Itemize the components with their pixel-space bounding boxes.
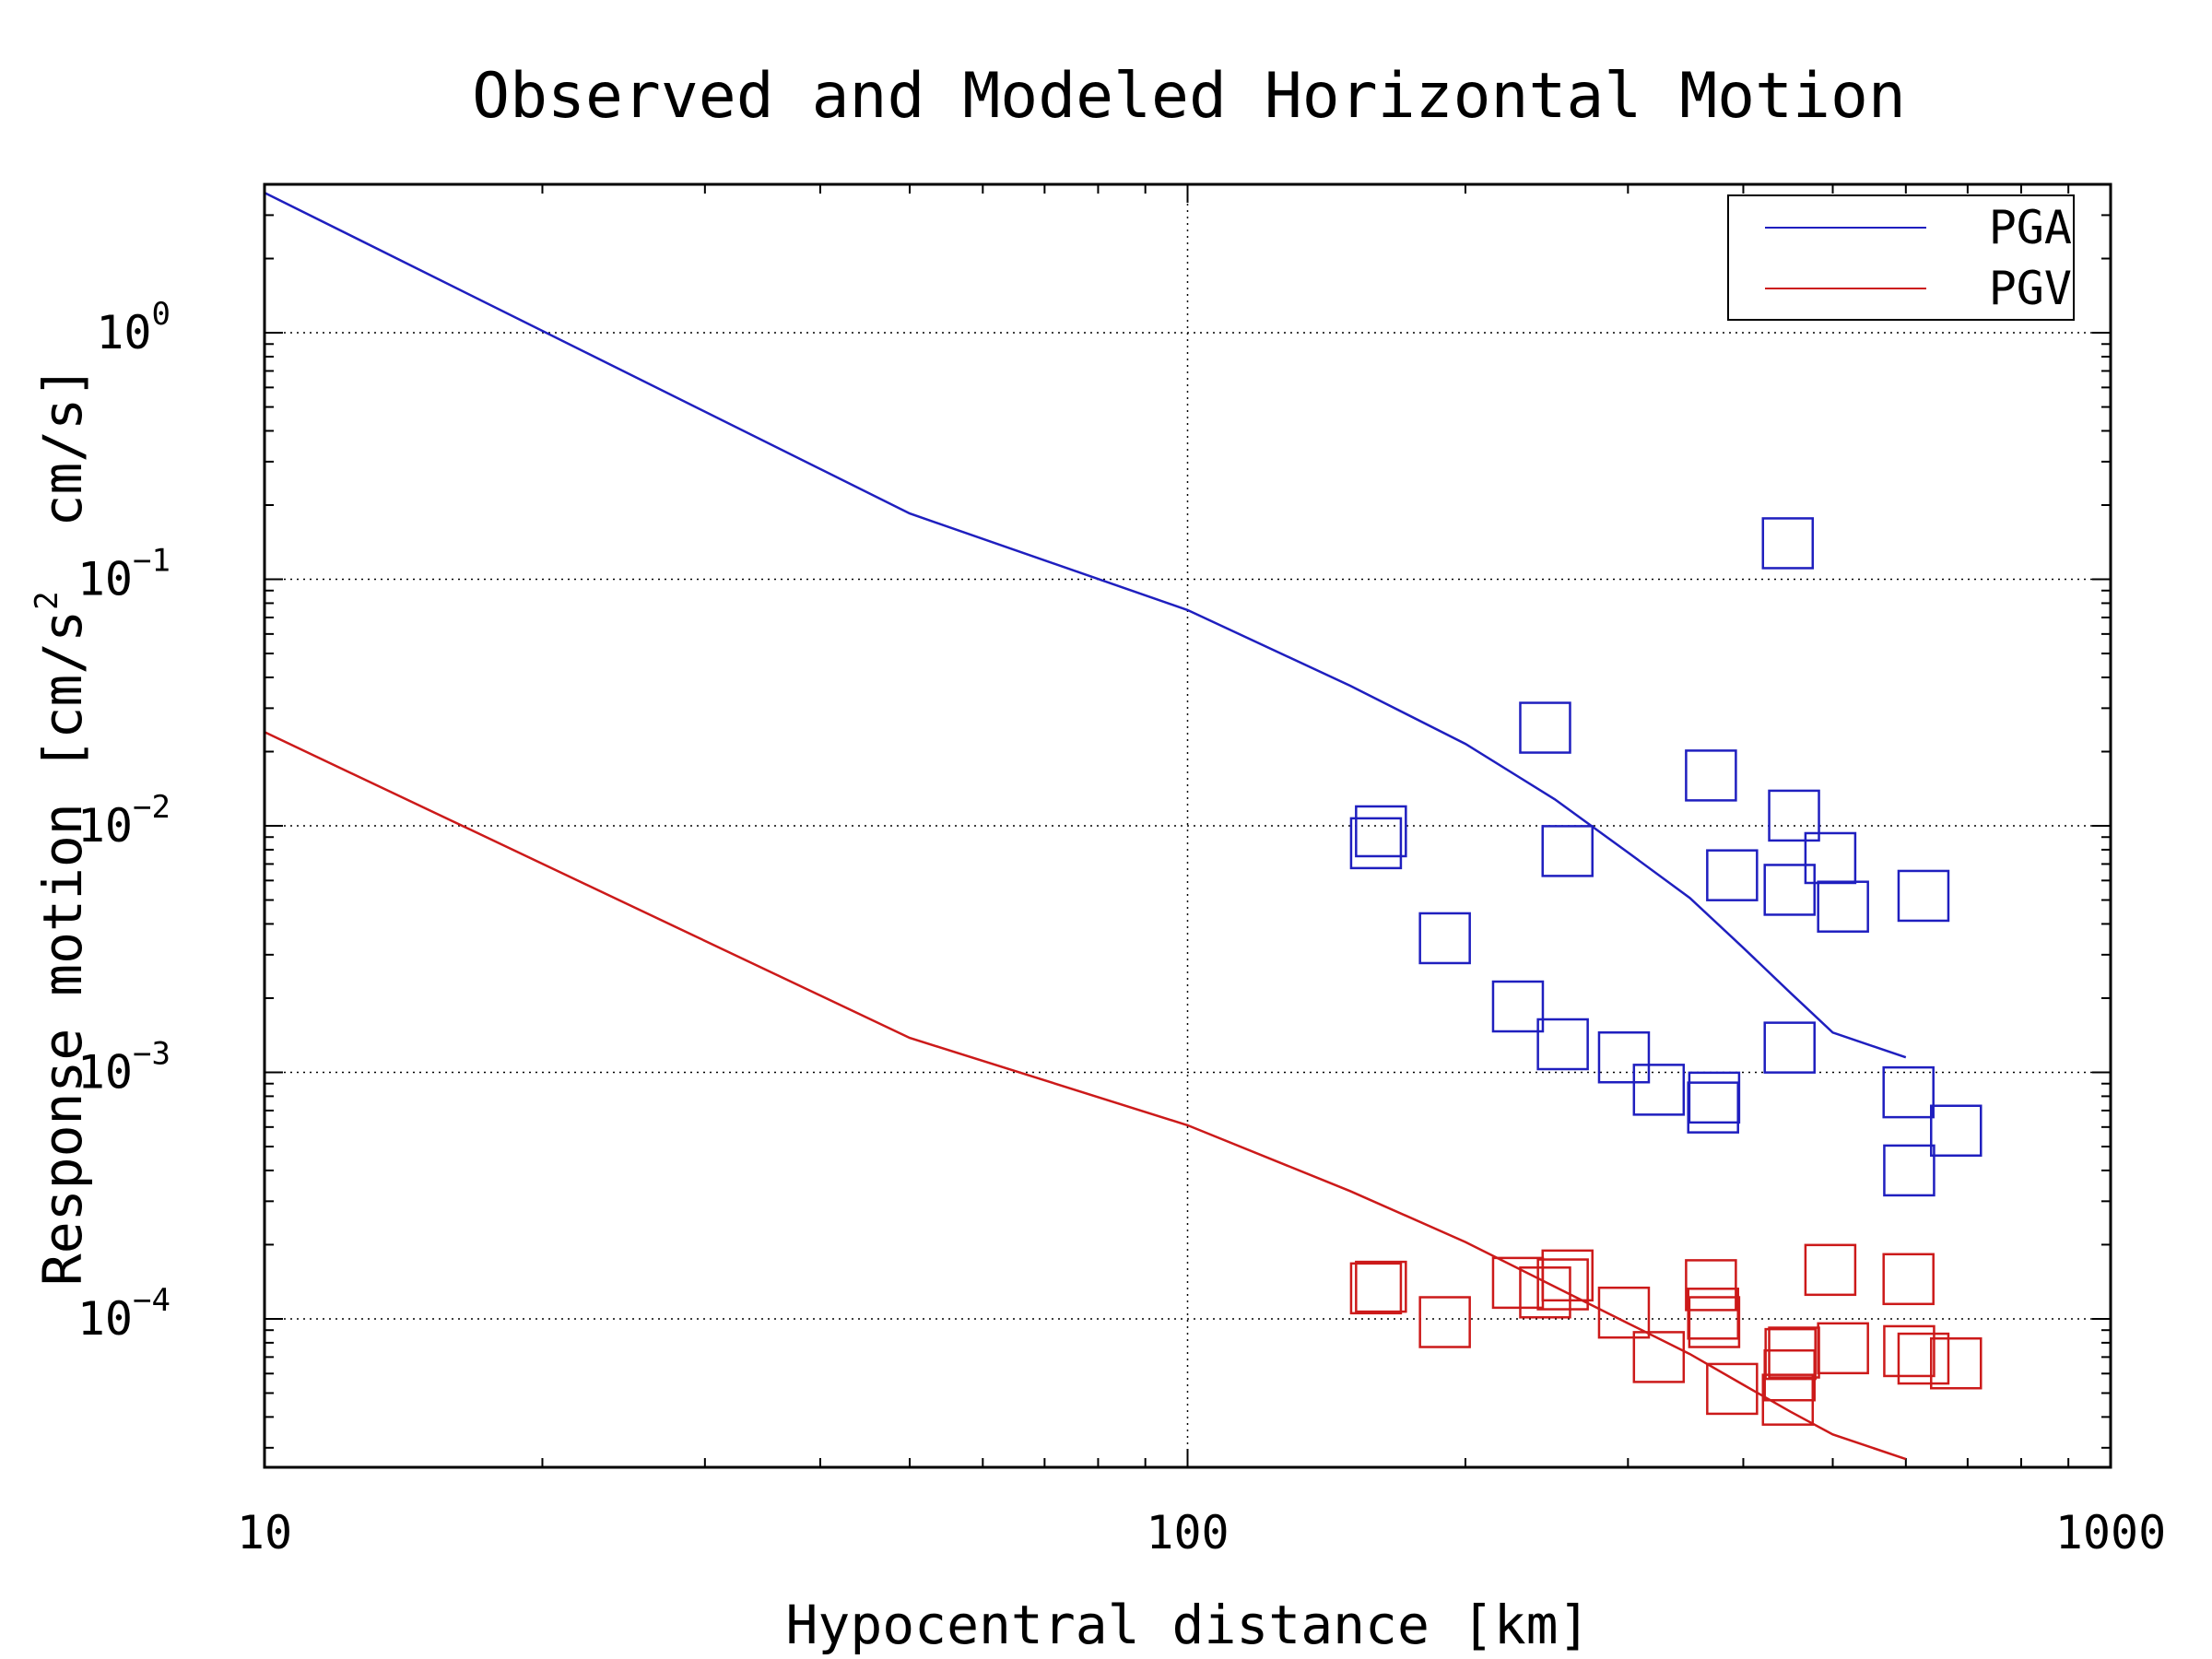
pga-observed-point: [1706, 849, 1759, 901]
pgv-observed-point: [1688, 1296, 1741, 1348]
pga-observed-point: [1418, 912, 1471, 965]
pgv-observed-point: [1541, 1249, 1594, 1302]
pgv-observed-point: [1355, 1260, 1407, 1313]
legend-label-pgv: PGV: [1989, 262, 2072, 315]
pgv-model-line: [264, 731, 1907, 1461]
y-axis-label-sup: 2: [29, 591, 65, 609]
y-tick-label: 10−1: [77, 543, 171, 606]
pgv-observed-point: [1882, 1253, 1935, 1306]
pga-observed-point: [1883, 1144, 1936, 1197]
pgv-observed-point: [1349, 1262, 1403, 1315]
y-axis-label-prefix: Response motion [cm/s: [31, 610, 94, 1286]
pgv-observed-point: [1804, 1243, 1857, 1297]
plot-frame: [263, 182, 2112, 1469]
pgv-observed-point: [1930, 1336, 1983, 1390]
pgv-observed-point: [1536, 1258, 1589, 1311]
y-tick-label-base: 10: [77, 1045, 133, 1099]
pga-observed-point: [1897, 869, 1950, 923]
pgv-observed-point: [1519, 1266, 1571, 1319]
pgv-observed-point: [1706, 1362, 1759, 1416]
y-tick-label: 100: [96, 296, 171, 359]
pga-observed-point: [1355, 805, 1407, 858]
pgv-observed-point: [1418, 1296, 1471, 1348]
pga-observed-point: [1768, 789, 1820, 842]
grid-lines: [265, 184, 2111, 1467]
pga-observed-point: [1541, 825, 1594, 877]
y-tick-label: 10−3: [77, 1035, 171, 1099]
pga-observed-point: [1519, 701, 1571, 754]
pga-observed-point: [1763, 1021, 1816, 1074]
legend-box: [1727, 194, 2075, 321]
x-axis-label: Hypocentral distance [km]: [786, 1594, 1591, 1656]
y-tick-label-exponent: −1: [133, 543, 171, 580]
x-tick-label: 1000: [2055, 1506, 2166, 1559]
y-tick-label-exponent: 0: [152, 296, 171, 333]
y-tick-label-exponent: −2: [133, 789, 171, 826]
pga-observed-point: [1632, 1064, 1686, 1116]
pga-observed-point: [1491, 980, 1545, 1033]
y-tick-label-exponent: −3: [133, 1035, 171, 1072]
pgv-observed-point: [1883, 1324, 1936, 1378]
pga-observed-point: [1536, 1018, 1589, 1071]
pga-observed-point: [1763, 864, 1816, 916]
y-tick-label: 10−2: [77, 789, 171, 853]
y-tick-label-exponent: −4: [133, 1282, 171, 1319]
legend-label-pga: PGA: [1989, 201, 2072, 254]
pga-observed-point: [1882, 1065, 1935, 1119]
y-tick-label-base: 10: [77, 553, 133, 606]
legend: PGA PGV: [1727, 194, 2075, 321]
pga-observed-point: [1349, 817, 1403, 870]
pgv-observed-point: [1632, 1331, 1686, 1383]
pgv-observed-point: [1897, 1332, 1950, 1385]
pga-observed-point: [1804, 831, 1857, 885]
pga-observed-point: [1597, 1030, 1651, 1084]
pgv-observed-point: [1685, 1259, 1737, 1312]
pga-observed-point: [1688, 1071, 1741, 1124]
y-tick-label-base: 10: [77, 1292, 133, 1346]
x-tick-label: 10: [237, 1506, 292, 1559]
pga-observed-point: [1817, 880, 1869, 933]
pgv-observed-point: [1597, 1286, 1651, 1339]
pga-observed-point: [1930, 1104, 1983, 1158]
x-tick-labels: 10 100 1000: [237, 1506, 2166, 1559]
pgv-observed-point: [1817, 1322, 1869, 1375]
chart-title: Observed and Modeled Horizontal Motion: [472, 60, 1906, 133]
pgv-observed-point: [1764, 1327, 1817, 1381]
pga-observed-point: [1761, 517, 1815, 570]
y-axis-label-suffix: cm/s]: [31, 366, 94, 591]
y-axis-label: Response motion [cm/s2 cm/s]: [29, 366, 94, 1286]
y-tick-label-base: 10: [96, 306, 151, 359]
x-tick-label: 100: [1146, 1506, 1229, 1559]
y-tick-label-base: 10: [77, 799, 133, 853]
pgv-observed-point: [1761, 1373, 1815, 1426]
pga-observed-point: [1685, 749, 1737, 802]
y-tick-label: 10−4: [77, 1282, 171, 1346]
observed-points: [1349, 517, 1983, 1426]
